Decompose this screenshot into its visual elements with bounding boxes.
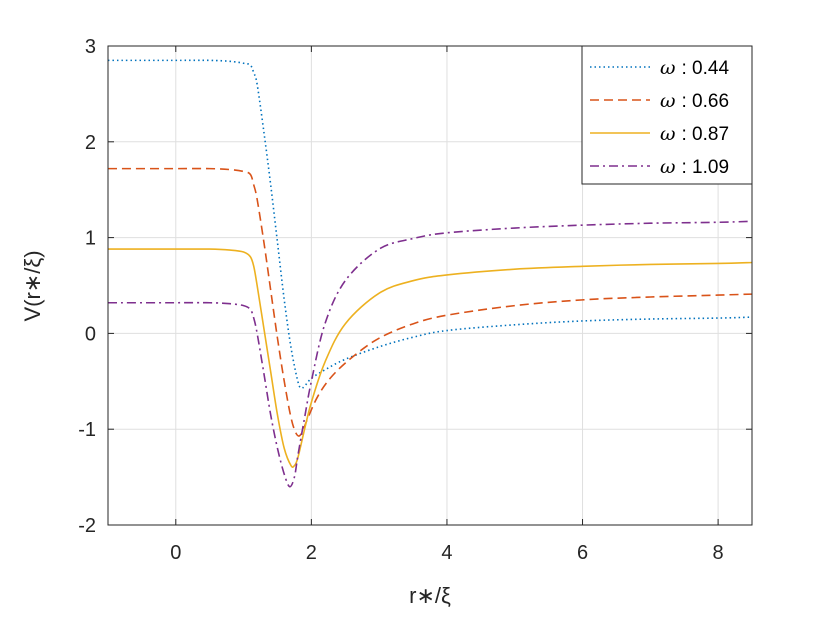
x-tick-label: 6 [577,542,588,564]
x-tick-label: 2 [306,542,317,564]
y-tick-label: 1 [85,228,96,250]
series-line-2 [108,167,752,437]
series-lines [108,59,752,488]
legend-value: : 0.44 [682,58,730,79]
y-axis-title: V(r∗/ξ) [20,250,45,321]
y-tick-label: 2 [85,132,96,154]
x-axis-title: r∗/ξ [409,583,451,608]
legend-value: : 0.87 [682,124,730,145]
legend-value: : 0.66 [682,91,730,112]
x-tick-label: 8 [713,542,724,564]
legend: ω : 0.44 ω : 0.66 ω : 0.87 ω : 1.09 [581,45,753,185]
series-line-1 [108,59,752,390]
y-tick-label: 0 [85,323,96,345]
legend-label-4: ω : 1.09 [660,156,729,178]
legend-omega-symbol: ω [660,123,676,145]
y-tick-label: -2 [78,515,96,537]
legend-omega-symbol: ω [660,156,676,178]
ticks: 0 2 4 6 8 -2 -1 0 1 2 3 [78,36,752,564]
axes [107,45,753,526]
legend-box [581,45,753,185]
y-tick-label: -1 [78,419,96,441]
legend-label-3: ω : 0.87 [660,123,729,145]
x-tick-label: 4 [441,542,452,564]
legend-label-2: ω : 0.66 [660,90,729,112]
legend-value: : 1.09 [682,157,730,178]
plot-area-frame [107,45,753,526]
legend-label-1: ω : 0.44 [660,57,729,79]
y-tick-label: 3 [85,36,96,58]
series-line-3 [108,248,752,468]
x-tick-label: 0 [170,542,181,564]
legend-omega-symbol: ω [660,57,676,79]
series-line-4 [108,220,752,488]
legend-omega-symbol: ω [660,90,676,112]
